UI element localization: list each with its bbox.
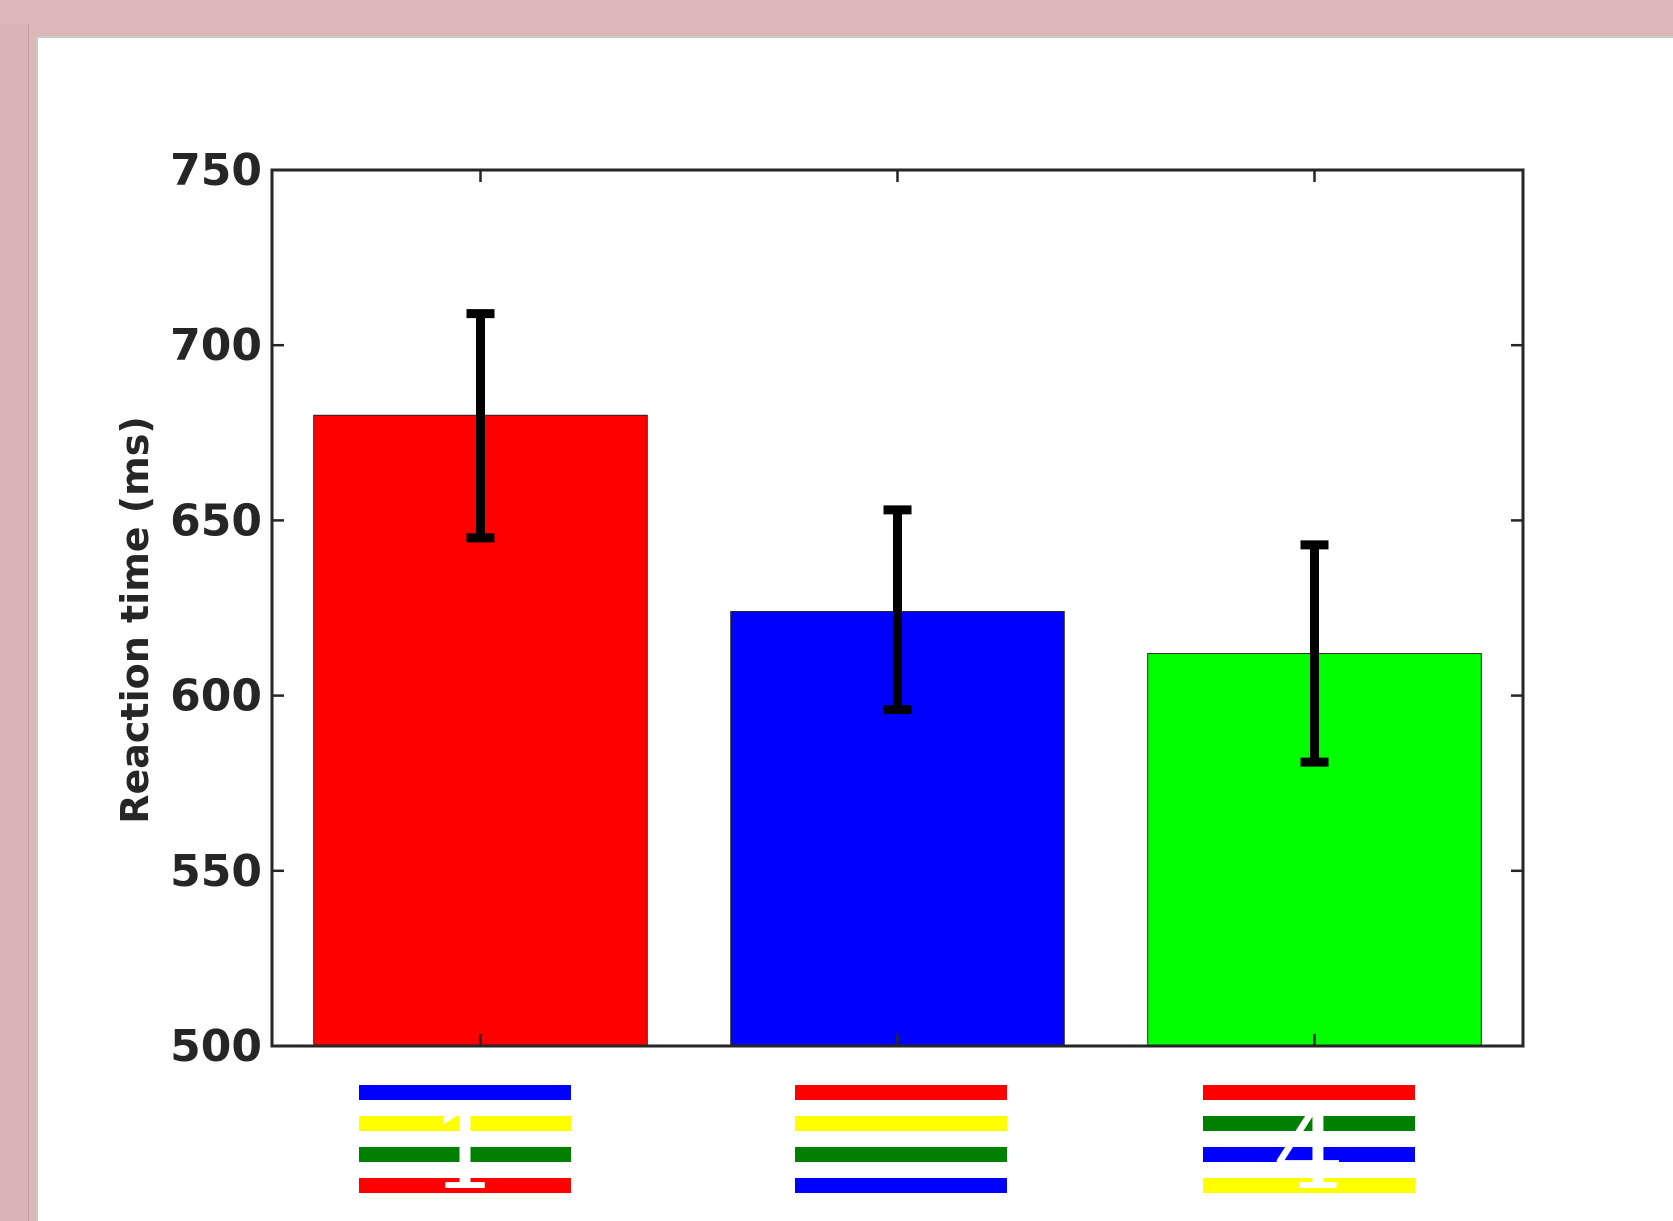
icon-stripe (1203, 1178, 1415, 1193)
icon-stripe (359, 1116, 571, 1131)
error-bar-3 (1300, 540, 1329, 767)
axis-ticks-layer (272, 168, 1523, 1048)
icon-digit: 1 (429, 1085, 500, 1215)
icon-stripe (795, 1147, 1007, 1162)
icon-stripe (795, 1116, 1007, 1131)
y-tick-label: 650 (170, 495, 262, 546)
y-tick-label: 600 (170, 671, 262, 722)
icon-stripe (795, 1178, 1007, 1193)
y-tick-label: 550 (170, 846, 262, 897)
category-icon-3: 4 (1203, 1085, 1415, 1215)
icon-stripe (359, 1085, 571, 1100)
icon-stripe (1203, 1085, 1415, 1100)
error-bar-2 (883, 505, 912, 715)
category-icon-1: 1 (359, 1085, 571, 1215)
y-tick-label: 700 (170, 320, 262, 371)
y-tick-labels: 500 550 600 650 700 750 (170, 145, 262, 1072)
error-bar-1 (466, 309, 495, 543)
window-left-frame (0, 24, 29, 1221)
y-tick-label: 750 (170, 145, 262, 196)
icon-stripe (359, 1178, 571, 1193)
icon-stripe (1203, 1147, 1415, 1162)
icon-stripe (795, 1085, 1007, 1100)
error-bars-layer (466, 309, 1329, 767)
icon-stripe (1203, 1116, 1415, 1131)
y-axis-label: Reaction time (ms) (113, 416, 157, 824)
category-icon-2 (795, 1085, 1007, 1193)
icon-stripe (359, 1147, 571, 1162)
y-tick-label: 500 (170, 1021, 262, 1072)
icon-digit: 4 (1273, 1085, 1344, 1215)
